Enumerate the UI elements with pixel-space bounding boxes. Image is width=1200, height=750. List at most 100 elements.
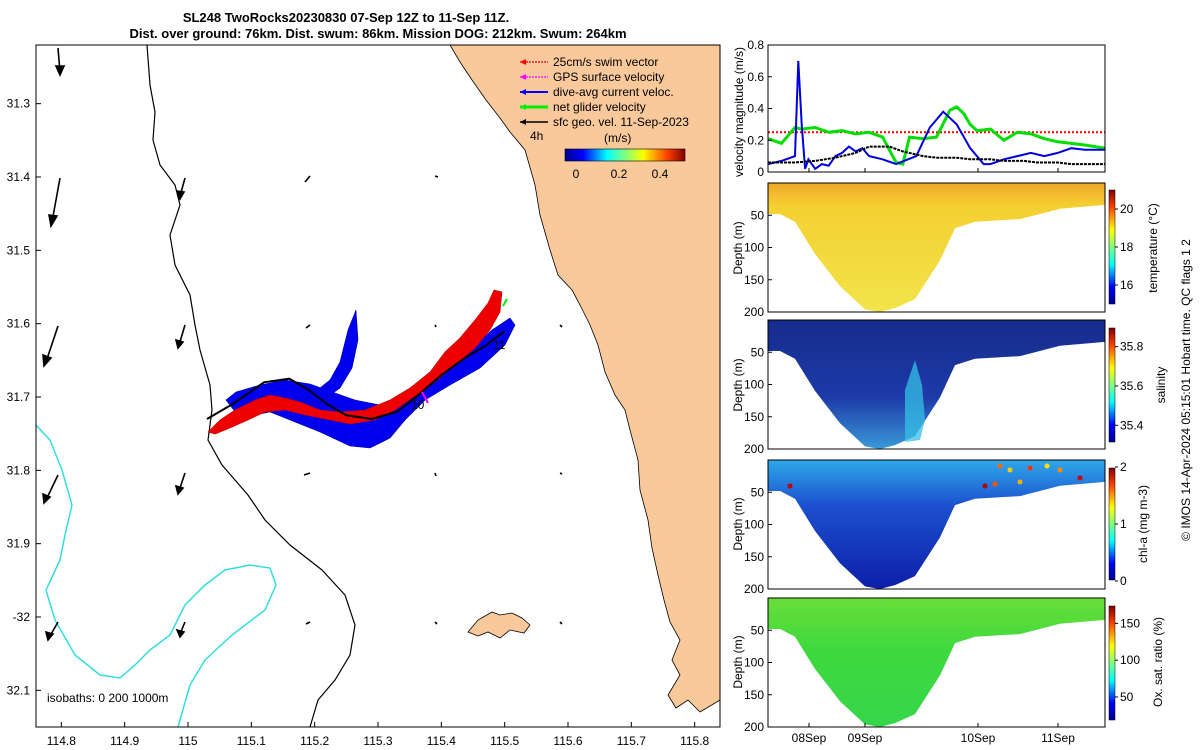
depth-tick-label: 200 [744, 305, 764, 319]
colorbar-tick-label: 50 [1120, 690, 1134, 704]
salinity-section: salinity Depth (m) [731, 319, 1168, 450]
colorbar-tick-02: 0.2 [611, 167, 628, 181]
dive-avg-current-spike [299, 309, 359, 406]
land-mass [449, 45, 720, 713]
track-label-11: 11 [493, 338, 506, 352]
map-x-tick-label: 115 [178, 734, 197, 748]
depth-tick-label: 50 [751, 485, 765, 499]
colorbar-tick-label: 2 [1120, 460, 1127, 474]
figure-title-line1: SL248 TwoRocks20230830 07-Sep 12Z to 11-… [183, 10, 509, 25]
legend-label-gps: GPS surface velocity [553, 70, 664, 84]
velocity-series [767, 60, 1106, 171]
depth-tick-label: 50 [751, 623, 765, 637]
legend-label-swim: 25cm/s swim vector [553, 55, 658, 69]
colorbar-tick-label: 100 [1120, 653, 1140, 667]
legend-arrow-gps [520, 74, 526, 80]
chla-field [768, 460, 1105, 589]
legend-arrow-geo [520, 119, 526, 125]
velocity-y-tick-label: 0.4 [747, 102, 764, 116]
map-y-tick-label: 31.3 [7, 97, 31, 111]
temperature-field [768, 183, 1105, 312]
oxygen-colorbar [1108, 605, 1116, 721]
colorbar-tick-label: 20 [1120, 202, 1134, 216]
legend-time-label: 4h [530, 129, 543, 143]
net-glider-velocity [502, 298, 508, 307]
colorbar-tick-label: 35.8 [1120, 340, 1144, 354]
depth-tick-label: 100 [744, 518, 764, 532]
legend-arrow-net [520, 104, 526, 110]
oxygen-colorbar-label: Ox. sat. ratio (%) [1151, 617, 1165, 707]
map-y-tick-label: 31.8 [7, 463, 31, 477]
salinity-field [768, 320, 1105, 449]
velocity-series-line-1 [767, 105, 1106, 166]
salinity-ylabel: Depth (m) [731, 358, 745, 411]
depth-tick-label: 150 [744, 273, 764, 287]
geo-velocity-arrows [42, 47, 563, 642]
colorbar-tick-label: 1 [1120, 517, 1127, 531]
map-x-tick-label: 114.9 [110, 734, 139, 748]
map-y-tick-label: 31.4 [7, 170, 31, 184]
legend-label-geo: sfc geo. vel. 11-Sep-2023 [553, 115, 689, 129]
velocity-panel: 0 0.2 0.4 0.6 0.8 velocity magnitude (m/s) [732, 38, 1106, 179]
map-x-tick-label: 115.3 [363, 734, 392, 748]
oxygen-section: Ox. sat. ratio (%) Depth (m) [731, 597, 1165, 728]
depth-tick-label: 100 [744, 378, 764, 392]
depth-tick-label: 100 [744, 656, 764, 670]
colorbar-tick-label: 35.6 [1120, 379, 1144, 393]
track-label-10: 10 [411, 398, 425, 412]
map-tick-labels: 114.8 114.9 115 115.1 115.2 115.3 115.4 115.5 11… [7, 97, 710, 748]
map-y-tick-label: -32 [13, 610, 31, 624]
velocity-axes-background [768, 45, 1105, 172]
map-y-tick-label: 31.7 [7, 390, 31, 404]
colorbar-tick-04: 0.4 [652, 167, 669, 181]
velocity-y-tick-label: 0.8 [747, 38, 764, 52]
map-x-tick-label: 115.1 [237, 734, 266, 748]
date-tick-label: 10Sep [961, 731, 996, 745]
imos-credit: © IMOS 14-Apr-2024 05:15:01 Hobart time.… [1179, 239, 1193, 541]
gps-surface-velocity [421, 391, 429, 404]
isobaths-label: isobaths: 0 200 1000m [47, 691, 168, 705]
chla-colorbar [1108, 467, 1116, 581]
map-y-tick-label: 31.6 [7, 317, 31, 331]
colorbar-tick-label: 16 [1120, 278, 1134, 292]
map-legend: 25cm/s swim vector GPS surface velocity … [520, 55, 689, 181]
depth-tick-label: 200 [744, 442, 764, 456]
map-x-tick-label: 114.8 [47, 734, 76, 748]
temperature-colorbar [1108, 189, 1116, 305]
velocity-y-tick-label: 0 [757, 165, 764, 179]
map-x-tick-label: 115.6 [553, 734, 582, 748]
island-rottnest [467, 611, 531, 639]
map-x-tick-label: 115.2 [300, 734, 329, 748]
depth-tick-label: 50 [751, 345, 765, 359]
legend-label-net: net glider velocity [553, 100, 646, 114]
map-y-tick-label: 31.5 [7, 243, 31, 257]
legend-label-current: dive-avg current veloc. [553, 85, 674, 99]
temperature-section: temperature (°C) Depth (m) [731, 182, 1160, 313]
depth-tick-label: 50 [751, 208, 765, 222]
depth-tick-label: 150 [744, 550, 764, 564]
colorbar-tick-label: 0 [1120, 574, 1127, 588]
depth-tick-label: 100 [744, 241, 764, 255]
velocity-series-line-3 [768, 145, 1105, 166]
section-tick-labels: 501001502001618205010015020035.435.635.8… [744, 202, 1144, 745]
map-y-tick-label: 32.1 [7, 683, 31, 697]
depth-tick-label: 150 [744, 688, 764, 702]
velocity-y-tick-label: 0.2 [747, 133, 764, 147]
speed-colorbar [564, 148, 686, 162]
isobath-200m [146, 45, 356, 727]
map-x-tick-label: 115.7 [617, 734, 646, 748]
swim-vector-band [207, 289, 503, 435]
salinity-highsal-plume [905, 360, 925, 442]
depth-tick-label: 200 [744, 720, 764, 734]
legend-arrow-swim [520, 59, 526, 65]
colorbar-tick-label: 150 [1120, 616, 1140, 630]
map-x-tick-label: 115.5 [490, 734, 519, 748]
legend-arrow-current [520, 89, 526, 95]
velocity-tick-labels: 0 0.2 0.4 0.6 0.8 [747, 38, 1059, 179]
glider-track [206, 330, 506, 421]
figure-title-line2: Dist. over ground: 76km. Dist. swum: 86k… [129, 26, 626, 41]
velocity-y-tick-label: 0.6 [747, 70, 764, 84]
chla-ylabel: Depth (m) [731, 497, 745, 550]
date-tick-label: 08Sep [792, 731, 827, 745]
